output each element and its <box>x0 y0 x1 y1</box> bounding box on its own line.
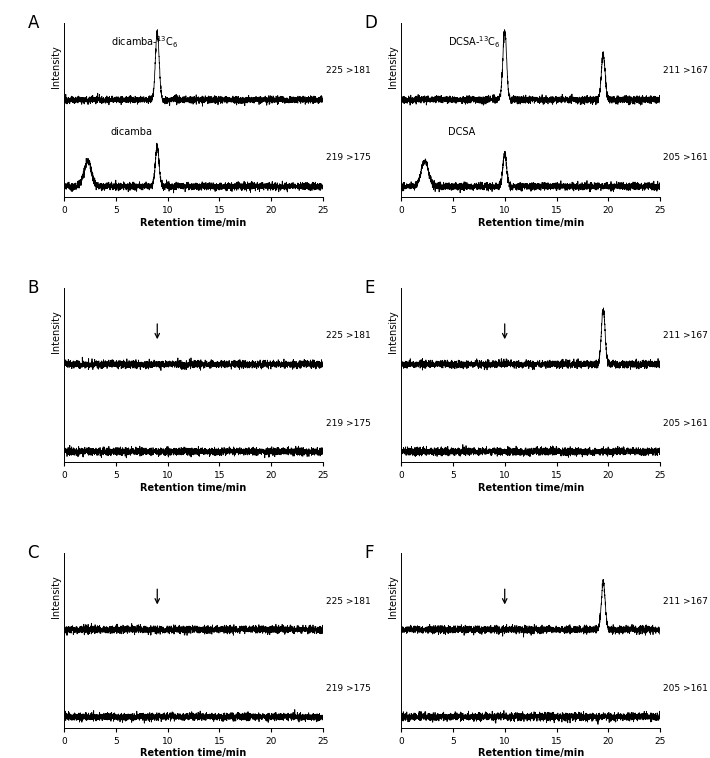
Y-axis label: Intensity: Intensity <box>51 310 61 353</box>
X-axis label: Retention time/min: Retention time/min <box>141 484 246 493</box>
Text: 205 >161: 205 >161 <box>663 684 708 693</box>
Text: 211 >167: 211 >167 <box>663 597 708 606</box>
Text: 205 >161: 205 >161 <box>663 153 708 162</box>
Y-axis label: Intensity: Intensity <box>388 575 398 619</box>
Text: F: F <box>365 544 374 562</box>
Y-axis label: Intensity: Intensity <box>51 575 61 619</box>
Text: 205 >161: 205 >161 <box>663 418 708 428</box>
Text: DCSA-$^{13}$C$_6$: DCSA-$^{13}$C$_6$ <box>448 34 501 49</box>
X-axis label: Retention time/min: Retention time/min <box>478 748 584 758</box>
Text: 225 >181: 225 >181 <box>326 66 371 75</box>
X-axis label: Retention time/min: Retention time/min <box>478 218 584 228</box>
Text: 219 >175: 219 >175 <box>326 418 371 428</box>
Text: 211 >167: 211 >167 <box>663 331 708 340</box>
X-axis label: Retention time/min: Retention time/min <box>478 484 584 493</box>
Text: B: B <box>28 279 39 297</box>
Text: 219 >175: 219 >175 <box>326 684 371 693</box>
Text: 219 >175: 219 >175 <box>326 153 371 162</box>
Text: D: D <box>365 14 378 32</box>
X-axis label: Retention time/min: Retention time/min <box>141 748 246 758</box>
Text: DCSA: DCSA <box>448 127 475 136</box>
Y-axis label: Intensity: Intensity <box>388 45 398 88</box>
X-axis label: Retention time/min: Retention time/min <box>141 218 246 228</box>
Text: A: A <box>28 14 39 32</box>
Text: dicamba-$^{13}$C$_6$: dicamba-$^{13}$C$_6$ <box>111 34 178 50</box>
Text: dicamba: dicamba <box>111 127 153 136</box>
Text: 225 >181: 225 >181 <box>326 331 371 340</box>
Y-axis label: Intensity: Intensity <box>388 310 398 353</box>
Y-axis label: Intensity: Intensity <box>51 45 61 88</box>
Text: 225 >181: 225 >181 <box>326 597 371 606</box>
Text: C: C <box>28 544 39 562</box>
Text: 211 >167: 211 >167 <box>663 66 708 75</box>
Text: E: E <box>365 279 375 297</box>
